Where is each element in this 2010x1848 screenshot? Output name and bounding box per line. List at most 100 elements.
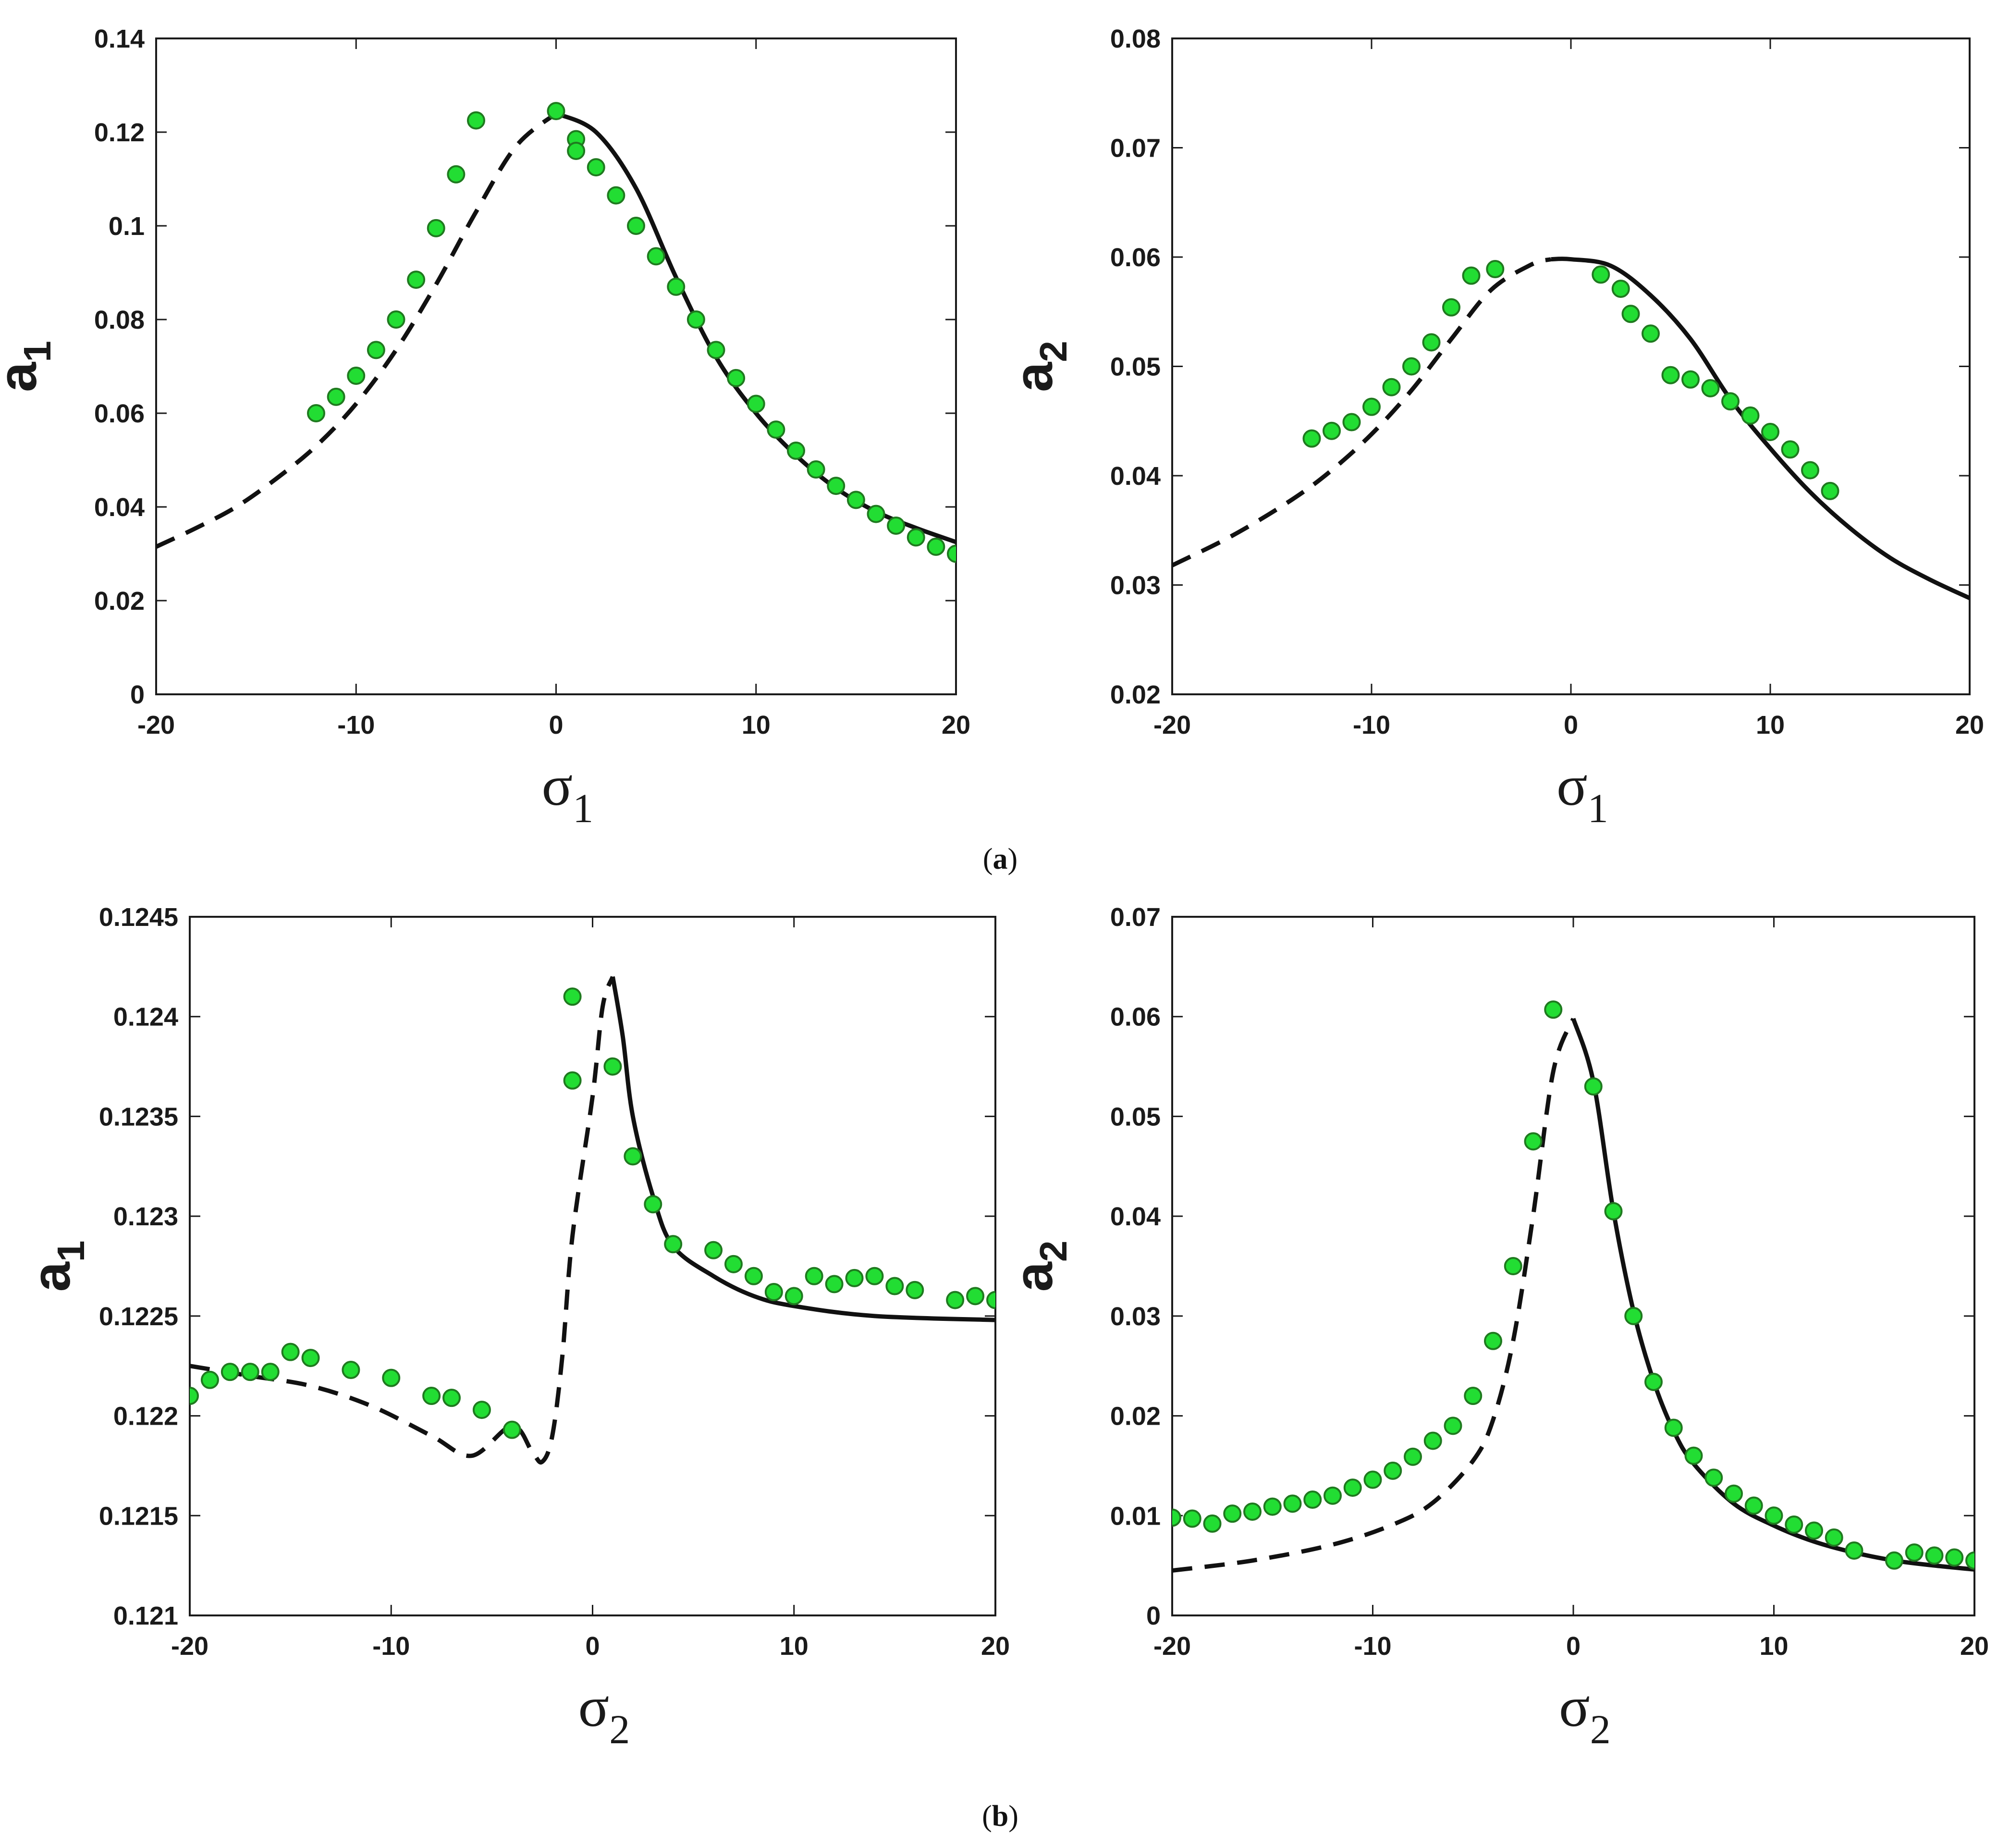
data-point — [947, 544, 956, 563]
x-axis-label: σ2 — [1559, 1675, 1611, 1752]
data-point — [1343, 1478, 1362, 1497]
plot-area — [190, 975, 995, 1465]
data-point — [624, 1147, 642, 1166]
chart-a-sigma1-a2: -20 -10 0 10 20 0.02 0.03 0.04 0.05 0.06 0.07 0.08 σ… — [1004, 25, 1984, 831]
data-point — [1504, 1257, 1522, 1275]
data-point — [827, 477, 846, 495]
data-point — [1423, 1431, 1442, 1450]
y-tick-label: 0.04 — [94, 493, 145, 522]
numerical-markers — [1172, 1000, 1974, 1570]
y-axis-label-symbol: a — [1004, 1261, 1064, 1292]
y-tick-label: 0.06 — [94, 399, 145, 428]
data-point — [1885, 1551, 1903, 1570]
data-point — [1681, 370, 1700, 389]
y-tick-label: 0.02 — [94, 587, 145, 616]
y-axis-label-symbol: a — [0, 362, 48, 392]
data-point — [1422, 333, 1441, 352]
data-point — [1611, 279, 1630, 298]
stable-branch-solid-line — [1551, 257, 1970, 600]
y-tick-label: 0.1245 — [99, 903, 178, 932]
data-point — [422, 1387, 441, 1405]
data-point — [1442, 298, 1460, 317]
data-point — [764, 1283, 783, 1302]
data-point — [1484, 1331, 1502, 1350]
data-point — [502, 1420, 521, 1439]
x-tick-label: 20 — [981, 1632, 1010, 1661]
x-axis-label-symbol: σ — [1557, 753, 1588, 817]
data-point — [704, 1241, 723, 1259]
x-tick-label: -10 — [1353, 711, 1390, 739]
data-point — [1223, 1504, 1242, 1523]
y-tick-label: 0.02 — [1110, 680, 1161, 709]
data-point — [1382, 378, 1401, 396]
data-point — [1524, 1132, 1543, 1151]
y-tick-label: 0.123 — [113, 1202, 178, 1231]
data-point — [767, 420, 785, 439]
y-tick-label: 0.07 — [1110, 134, 1161, 163]
data-point — [281, 1343, 300, 1361]
data-point — [472, 1401, 491, 1419]
y-tick-label: 0.1225 — [99, 1302, 178, 1331]
data-point — [627, 217, 645, 235]
data-point — [784, 1287, 803, 1306]
data-point — [547, 102, 565, 121]
data-point — [1845, 1541, 1863, 1560]
data-point — [1785, 1515, 1803, 1534]
y-tick-label: 0.04 — [1110, 462, 1161, 491]
y-tick-label: 0.1215 — [99, 1502, 178, 1530]
data-point — [1621, 305, 1640, 323]
data-point — [603, 1057, 622, 1076]
numerical-markers — [307, 102, 956, 563]
data-point — [1283, 1494, 1302, 1513]
x-tick-label: -20 — [1153, 1632, 1191, 1661]
data-point — [347, 367, 366, 385]
y-tick-label: 0.124 — [113, 1003, 178, 1032]
data-point — [442, 1389, 461, 1407]
x-axis-label: σ1 — [1557, 753, 1608, 831]
x-tick-label: -20 — [171, 1632, 208, 1661]
data-point — [382, 1368, 401, 1387]
x-tick-label: -10 — [1354, 1632, 1391, 1661]
y-tick-label: 0 — [1146, 1602, 1161, 1630]
data-point — [906, 1281, 924, 1299]
data-point — [1644, 1372, 1663, 1391]
data-point — [301, 1349, 320, 1368]
y-axis-label: a2 — [1004, 341, 1075, 392]
y-tick-label: 0.03 — [1110, 571, 1161, 600]
x-tick-label: 0 — [1564, 711, 1578, 739]
data-point — [1704, 1468, 1723, 1487]
data-point — [367, 341, 385, 359]
plot-area — [156, 102, 956, 563]
x-tick-label: 10 — [1759, 1632, 1788, 1661]
y-axis-label-symbol: a — [21, 1261, 81, 1292]
x-axis-label-symbol: σ — [578, 1675, 610, 1738]
y-axis-label: a1 — [0, 341, 59, 392]
data-point — [885, 1277, 904, 1295]
data-point — [1243, 1502, 1262, 1521]
data-point — [190, 1387, 199, 1405]
y-axis-label-subscript: 1 — [16, 341, 59, 362]
y-tick-label: 0.121 — [113, 1602, 178, 1630]
data-point — [407, 271, 426, 289]
data-point — [1805, 1521, 1823, 1540]
data-point — [1323, 421, 1341, 440]
data-point — [1825, 1528, 1843, 1547]
data-point — [1444, 1417, 1462, 1435]
y-tick-label: 0.07 — [1110, 903, 1161, 932]
data-point — [1464, 1387, 1483, 1405]
x-tick-label: 10 — [780, 1632, 809, 1661]
unstable-branch-dashed-line — [190, 975, 615, 1465]
x-tick-label: -20 — [1153, 711, 1191, 739]
data-point — [986, 1291, 995, 1309]
data-point — [1945, 1548, 1964, 1567]
data-point — [865, 1267, 884, 1285]
x-tick-label: -20 — [137, 711, 175, 739]
data-point — [1584, 1077, 1603, 1096]
x-axis-label: σ1 — [542, 753, 594, 831]
y-axis-label-subscript: 2 — [1032, 1241, 1075, 1262]
data-point — [644, 1195, 662, 1214]
y-tick-label: 0.14 — [94, 25, 145, 53]
x-tick-label: -10 — [337, 711, 375, 739]
y-tick-label: 0 — [130, 680, 145, 709]
